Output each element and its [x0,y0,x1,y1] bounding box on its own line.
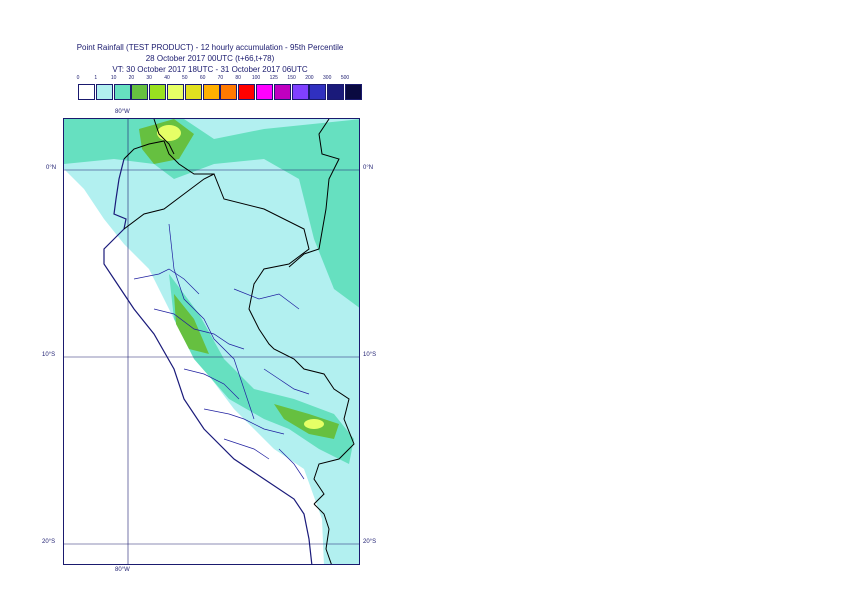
brazil-border [288,119,340,268]
legend-swatch [167,84,184,100]
legend-swatch [113,84,131,100]
legend-label: 60 [199,75,206,81]
rain-20-area [174,294,209,354]
lat-label-20s-left: 20°S [42,539,56,545]
legend-swatch [95,84,113,100]
run-time: 28 October 2017 00UTC (t+66,t+78) [145,54,275,63]
map-title: Point Rainfall (TEST PRODUCT) - 12 hourl… [76,43,344,52]
legend-swatch [327,84,345,100]
legend-label: 80 [235,75,241,81]
lat-label-0-left: 0°N [46,165,57,171]
legend-label: 10 [110,75,117,81]
legend-swatch [273,84,291,100]
rain-40-core-south [304,419,324,429]
legend-label: 50 [182,75,188,81]
lat-label-0-right: 0°N [363,165,374,171]
legend-label: 100 [251,75,261,81]
admin-boundaries [133,223,310,480]
legend-label: 300 [323,75,332,81]
legend-swatch [345,84,362,100]
bolivia-chile-border [313,503,332,564]
legend-swatch [309,84,327,100]
legend-swatch [291,84,309,100]
legend-label: 125 [269,75,278,81]
lon-label-bottom: 80°W [115,567,130,573]
legend-label: 200 [305,75,314,81]
legend-label: 500 [340,75,350,81]
coastline [103,158,313,564]
lat-label-20s-right: 20°S [363,539,377,545]
legend-swatch [131,84,149,100]
legend-label: 1 [94,75,98,81]
map-canvas [64,119,359,564]
legend-swatch [149,84,167,100]
legend-label: 20 [128,75,135,81]
valid-time: VT: 30 October 2017 18UTC - 31 October 2… [112,65,308,74]
rain-10-area [64,119,359,308]
legend-swatch [238,84,256,100]
legend-swatch [184,84,202,100]
legend-swatch [202,84,220,100]
legend-label: 0 [76,75,80,81]
legend-swatch [220,84,238,100]
legend-label: 30 [146,75,152,81]
rain-40-core-north [157,125,181,141]
legend-label: 150 [287,75,296,81]
colombia-ecuador-border [123,119,214,175]
legend-swatch [78,84,95,100]
lat-label-10s-left: 10°S [42,352,56,358]
legend-label: 40 [164,75,170,81]
lon-label-top: 80°W [115,109,130,115]
lat-label-10s-right: 10°S [363,352,377,358]
legend-label: 70 [217,75,224,81]
rainfall-map [63,118,360,565]
peru-border [123,173,355,505]
legend-swatch [256,84,273,100]
